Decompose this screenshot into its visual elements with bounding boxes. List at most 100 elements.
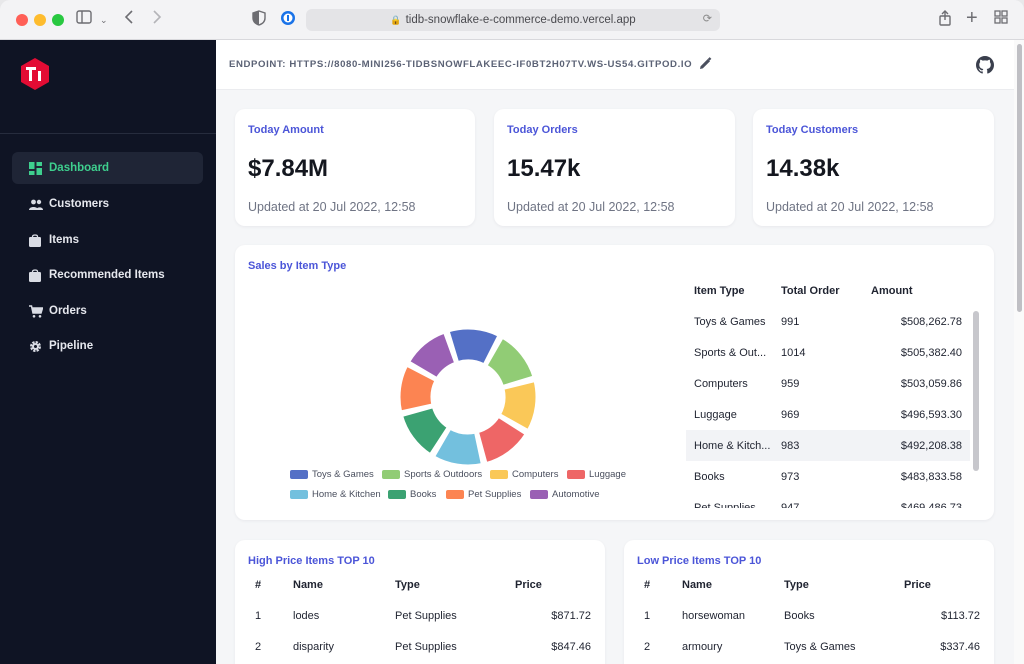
shield-icon[interactable] xyxy=(252,10,266,32)
type-cell: Pet Supplies xyxy=(395,609,457,622)
name-cell: armoury xyxy=(682,640,723,653)
table-row[interactable]: 2 armoury Toys & Games $337.46 xyxy=(637,631,982,662)
table-row[interactable]: 2 disparity Pet Supplies $847.46 xyxy=(248,631,593,662)
table-header-row: # Name Type Price xyxy=(248,570,593,600)
legend-item[interactable]: Computers xyxy=(490,469,558,480)
browser-chrome: ⌄ 🔒 tidb-snowflake-e-commerce-demo.verce… xyxy=(0,0,1024,40)
type-cell: Toys & Games xyxy=(784,640,856,653)
item-type-cell: Books xyxy=(694,470,725,483)
donut-slice[interactable] xyxy=(397,363,438,414)
column-header: Name xyxy=(293,579,323,591)
item-type-cell: Pet Supplies xyxy=(694,501,756,509)
endpoint-label: ENDPOINT: HTTPS://8080-MINI256-TIDBSNOWF… xyxy=(229,59,693,70)
legend-item[interactable]: Automotive xyxy=(530,489,600,500)
bag-icon xyxy=(29,268,42,282)
bag-icon xyxy=(29,233,42,247)
item-type-cell: Luggage xyxy=(694,408,737,421)
legend-item[interactable]: Home & Kitchen xyxy=(290,489,381,500)
close-window-button[interactable] xyxy=(16,14,28,26)
name-cell: lodes xyxy=(293,609,320,622)
sales-table-container[interactable]: Item Type Total Order Amount Toys & Game… xyxy=(686,276,974,508)
total-order-cell: 947 xyxy=(781,501,800,509)
donut-slice[interactable] xyxy=(484,335,536,389)
back-icon[interactable] xyxy=(124,10,134,30)
sidebar-item-dashboard[interactable]: Dashboard xyxy=(12,152,203,184)
table-row[interactable]: 1 lodes Pet Supplies $871.72 xyxy=(248,600,593,631)
sidebar-item-recommended-items[interactable]: Recommended Items xyxy=(12,259,203,291)
low-price-items-card: Low Price Items TOP 10 # Name Type Price… xyxy=(624,540,994,664)
table-row[interactable]: Toys & Games 991 $508,262.78 xyxy=(686,306,970,337)
table-row[interactable]: Luggage 969 $496,593.30 xyxy=(686,399,970,430)
share-icon[interactable] xyxy=(938,10,952,32)
column-header: # xyxy=(644,579,651,591)
scrollbar-thumb[interactable] xyxy=(1017,44,1022,312)
legend-swatch xyxy=(567,470,585,479)
table-row[interactable]: Books 973 $483,833.58 xyxy=(686,461,970,492)
total-order-cell: 1014 xyxy=(781,346,806,359)
donut-slice[interactable] xyxy=(497,379,539,433)
github-icon[interactable] xyxy=(976,56,994,79)
tidb-logo-icon[interactable] xyxy=(21,58,49,95)
address-bar[interactable]: 🔒 tidb-snowflake-e-commerce-demo.vercel.… xyxy=(306,9,720,31)
tab-overview-icon[interactable] xyxy=(994,10,1008,30)
donut-slice[interactable] xyxy=(446,326,501,367)
new-tab-icon[interactable]: + xyxy=(966,7,978,29)
legend-swatch xyxy=(290,490,308,499)
amount-cell: $492,208.38 xyxy=(871,430,970,461)
table-row[interactable]: Computers 959 $503,059.86 xyxy=(686,368,970,399)
low-price-table: # Name Type Price 1 horsewoman Books $11… xyxy=(637,570,982,662)
total-order-cell: 991 xyxy=(781,315,800,328)
table-row[interactable]: 1 horsewoman Books $113.72 xyxy=(637,600,982,631)
minimize-window-button[interactable] xyxy=(34,14,46,26)
scrollbar-thumb[interactable] xyxy=(973,311,979,471)
dashboard-icon xyxy=(29,161,42,175)
column-header: Price xyxy=(515,579,542,591)
page-scrollbar[interactable] xyxy=(1014,40,1024,664)
main-content: ENDPOINT: HTTPS://8080-MINI256-TIDBSNOWF… xyxy=(216,40,1014,664)
rank-cell: 1 xyxy=(644,609,651,622)
item-type-cell: Toys & Games xyxy=(694,315,766,328)
legend-swatch xyxy=(490,470,508,479)
donut-slice[interactable] xyxy=(475,414,528,466)
stat-title: Today Orders xyxy=(507,124,578,136)
edit-endpoint-icon[interactable] xyxy=(698,57,712,76)
sidebar-item-pipeline[interactable]: Pipeline xyxy=(12,330,203,362)
total-order-cell: 959 xyxy=(781,377,800,390)
column-header: Name xyxy=(682,579,712,591)
table-row[interactable]: Sports & Out... 1014 $505,382.40 xyxy=(686,337,970,368)
sidebar-item-label: Orders xyxy=(49,305,87,317)
legend-item[interactable]: Sports & Outdoors xyxy=(382,469,482,480)
donut-slice[interactable] xyxy=(407,330,458,381)
donut-slice[interactable] xyxy=(432,426,484,468)
legend-item[interactable]: Toys & Games xyxy=(290,469,374,480)
sidebar-item-customers[interactable]: Customers xyxy=(12,188,203,220)
item-type-cell: Sports & Out... xyxy=(694,346,767,359)
legend-item[interactable]: Books xyxy=(388,489,436,500)
password-manager-icon[interactable] xyxy=(280,10,296,32)
cart-icon xyxy=(29,304,44,318)
table-row[interactable]: Pet Supplies 947 $469,486.73 xyxy=(686,492,970,509)
forward-icon[interactable] xyxy=(152,10,162,30)
maximize-window-button[interactable] xyxy=(52,14,64,26)
column-header: Type xyxy=(784,579,809,591)
stat-updated: Updated at 20 Jul 2022, 12:58 xyxy=(766,200,934,214)
reload-icon[interactable]: ⟳ xyxy=(702,13,712,25)
total-order-cell: 983 xyxy=(781,430,871,461)
donut-slice[interactable] xyxy=(400,405,450,457)
sidebar-item-label: Dashboard xyxy=(49,162,110,174)
sidebar-item-orders[interactable]: Orders xyxy=(12,295,203,327)
sidebar-item-items[interactable]: Items xyxy=(12,224,203,256)
column-header: Price xyxy=(904,579,931,591)
legend-item[interactable]: Pet Supplies xyxy=(446,489,521,500)
sales-table-scrollbar[interactable] xyxy=(972,307,980,507)
name-cell: disparity xyxy=(293,640,334,653)
table-row[interactable]: Home & Kitch... 983 $492,208.38 xyxy=(686,430,970,461)
amount-cell: $503,059.86 xyxy=(900,377,962,390)
chevron-down-icon[interactable]: ⌄ xyxy=(100,15,108,25)
sidebar-toggle-icon[interactable] xyxy=(76,10,92,30)
stat-title: Today Amount xyxy=(248,124,324,136)
total-order-cell: 973 xyxy=(781,470,800,483)
legend-item[interactable]: Luggage xyxy=(567,469,626,480)
stat-value: 14.38k xyxy=(766,155,840,182)
legend-label: Automotive xyxy=(552,489,600,500)
